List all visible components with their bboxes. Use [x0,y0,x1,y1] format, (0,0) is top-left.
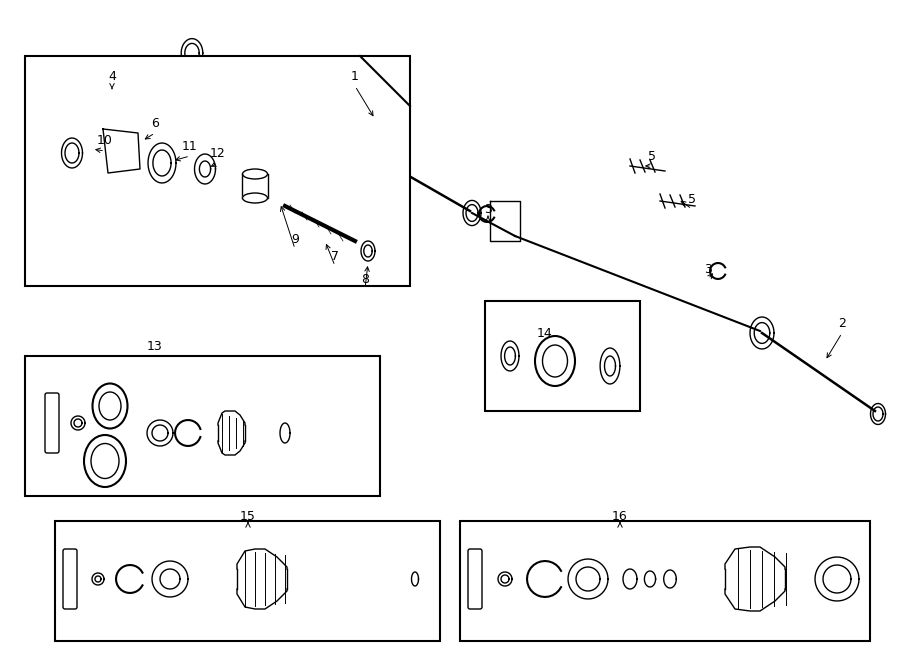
Text: 6: 6 [151,116,159,130]
FancyBboxPatch shape [468,549,482,609]
FancyBboxPatch shape [460,521,870,641]
Text: 16: 16 [612,510,628,522]
Text: 11: 11 [182,139,198,153]
Ellipse shape [535,336,575,386]
Ellipse shape [242,169,267,179]
Text: 4: 4 [108,69,116,83]
Ellipse shape [99,392,121,420]
Text: 15: 15 [240,510,256,522]
Ellipse shape [543,345,568,377]
Text: 13: 13 [147,340,163,352]
Text: 14: 14 [537,327,553,340]
Text: 1: 1 [351,69,359,83]
Text: 9: 9 [291,233,299,245]
FancyBboxPatch shape [63,549,77,609]
Text: 8: 8 [361,272,369,286]
FancyBboxPatch shape [485,301,640,411]
Text: 12: 12 [210,147,226,159]
FancyBboxPatch shape [25,56,410,286]
Text: 5: 5 [688,192,696,206]
FancyBboxPatch shape [55,521,440,641]
Text: 7: 7 [331,249,339,262]
Text: 2: 2 [838,317,846,329]
Ellipse shape [242,193,267,203]
Text: 10: 10 [97,134,112,147]
Text: 3: 3 [704,262,712,276]
Ellipse shape [84,435,126,487]
Ellipse shape [93,383,128,428]
Ellipse shape [91,444,119,479]
FancyBboxPatch shape [45,393,59,453]
Text: 3: 3 [484,202,492,215]
Text: 5: 5 [648,149,656,163]
FancyBboxPatch shape [25,356,380,496]
